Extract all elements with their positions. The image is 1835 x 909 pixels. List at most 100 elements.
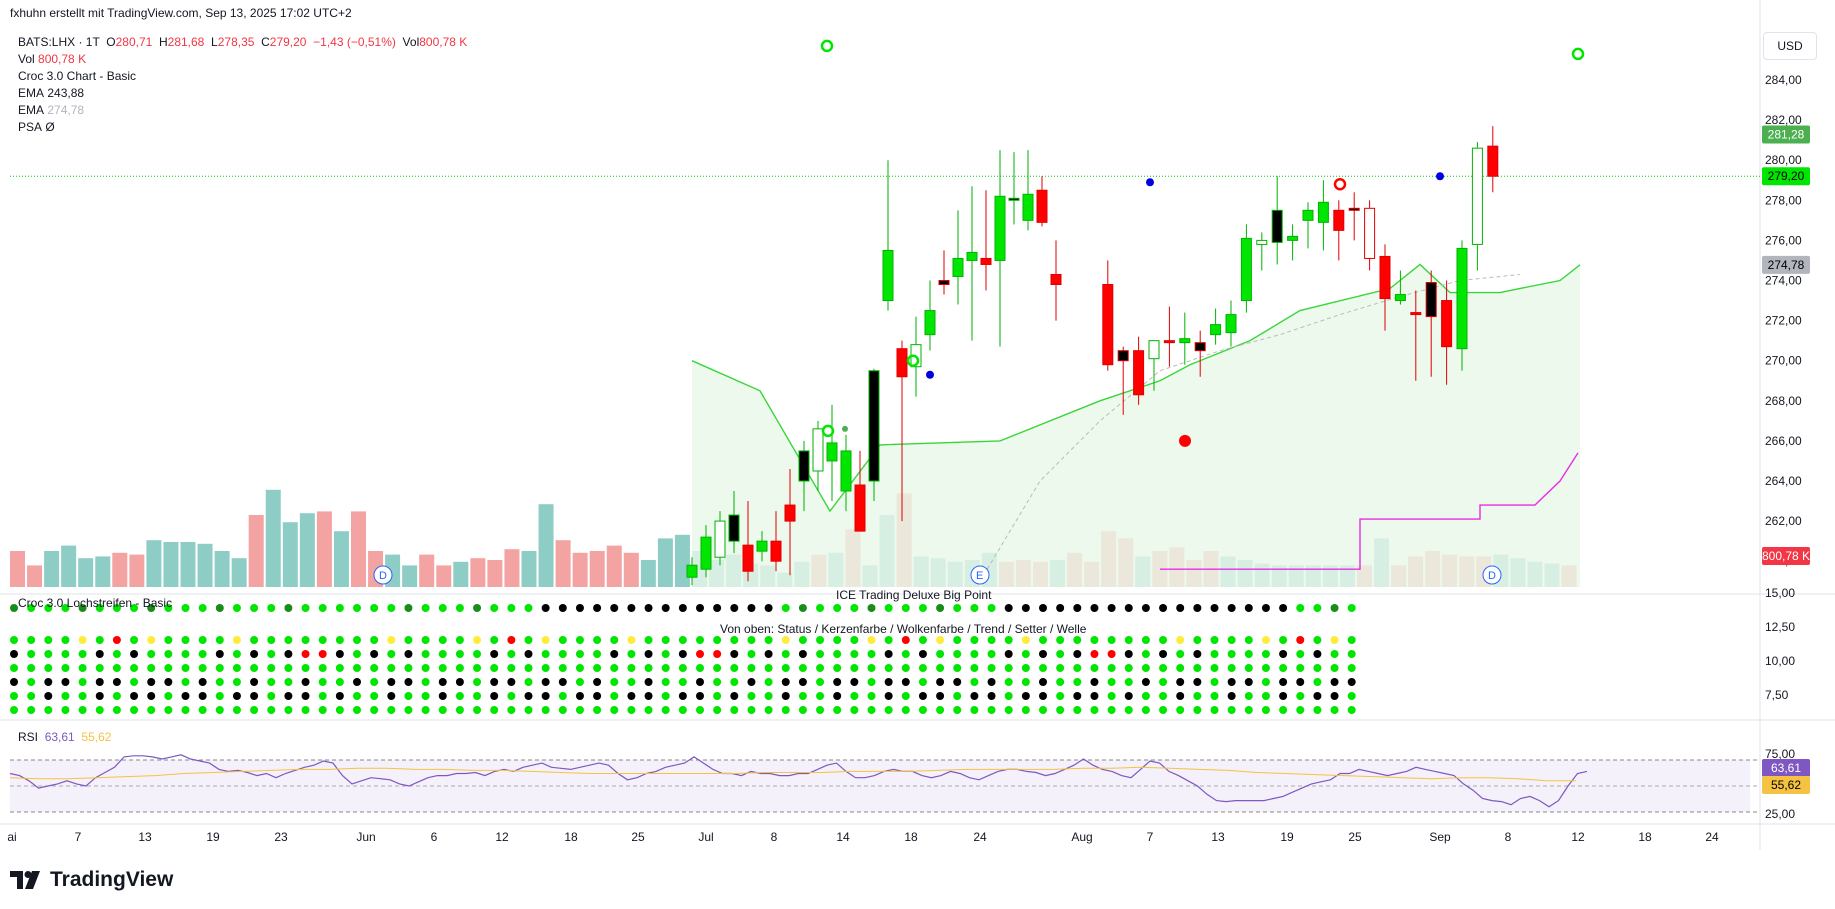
lochstreifen-dot (1210, 664, 1219, 672)
lochstreifen-dot (730, 650, 739, 658)
event-badge-label: D (1488, 570, 1496, 582)
x-tick-label: 8 (1505, 830, 1512, 844)
lochstreifen-dot (884, 678, 893, 686)
volume-bar (316, 511, 332, 587)
lochstreifen-dot (661, 650, 670, 658)
rsi-badge-text: 63,61 (1771, 761, 1801, 775)
candle-body (1317, 201, 1329, 223)
lochstreifen-dot (1124, 692, 1133, 700)
lochstreifen-dot (27, 604, 36, 612)
vonoben-label[interactable]: Von oben: Status / Kerzenfarbe / Wolkenf… (720, 622, 1087, 636)
volume-indicator-row[interactable]: Vol 800,78 K (18, 51, 467, 68)
chart-legend: BATS:LHX · 1T O280,71 H281,68 L278,35 C2… (18, 34, 467, 136)
lochstreifen-dot (953, 604, 962, 612)
lochstreifen-dot (1210, 678, 1219, 686)
lochstreifen-dot (44, 706, 53, 714)
high-label: H (158, 35, 168, 49)
candle-body (938, 280, 950, 286)
lochstreifen-dot (473, 692, 482, 700)
psa-row[interactable]: PSA Ø (18, 119, 467, 136)
lochstreifen-dot (593, 706, 602, 714)
lochstreifen-label[interactable]: Croc 3.0 Lochstreifen - Basic (18, 596, 173, 610)
lochstreifen-dot (215, 692, 224, 700)
lochstreifen-dot (215, 706, 224, 714)
low-label: L (211, 35, 218, 49)
lochstreifen-dot (10, 664, 18, 672)
lochstreifen-dot (713, 706, 722, 714)
lochstreifen-dot (696, 706, 704, 714)
lochstreifen-dot (970, 692, 979, 700)
lochstreifen-dot (1056, 636, 1065, 644)
close-value: 279,20 (269, 35, 307, 49)
lochstreifen-dot (1090, 650, 1099, 658)
event-badge: D (373, 565, 393, 585)
candle-body (1022, 193, 1034, 221)
price-tick-label: 274,00 (1765, 274, 1802, 288)
lochstreifen-dot (918, 636, 927, 644)
lochstreifen-dot (833, 604, 842, 612)
vol-indicator-label: Vol (18, 52, 35, 66)
lochstreifen-dot (1193, 706, 1202, 714)
lochstreifen-dot (781, 664, 790, 672)
symbol-row[interactable]: BATS:LHX · 1T O280,71 H281,68 L278,35 C2… (18, 34, 467, 51)
volume-bar (197, 543, 213, 587)
lochstreifen-dot (198, 664, 207, 672)
lochstreifen-dot (1261, 650, 1270, 658)
lochstreifen-dot (44, 692, 53, 700)
currency-button[interactable]: USD (1763, 32, 1817, 60)
lochstreifen-dot (27, 664, 36, 672)
tradingview-logo[interactable]: TradingView (10, 868, 173, 892)
lochstreifen-dot (130, 678, 139, 686)
lochstreifen-dot (284, 650, 293, 658)
lochstreifen-dot (1261, 664, 1270, 672)
lochstreifen-dot (678, 678, 687, 686)
x-tick-label: 8 (771, 830, 778, 844)
croc-indicator-row[interactable]: Croc 3.0 Chart - Basic (18, 69, 137, 83)
lochstreifen-dot (507, 604, 516, 612)
volume-bar (180, 542, 196, 587)
lochstreifen-dot (936, 604, 945, 612)
volume-bar (606, 545, 622, 587)
lochstreifen-dot (198, 692, 207, 700)
lochstreifen-dot (558, 664, 567, 672)
lochstreifen-dot (747, 636, 756, 644)
lochstreifen-dot (558, 692, 567, 700)
lochstreifen-dot (1330, 692, 1339, 700)
lochstreifen-dot (524, 706, 533, 714)
lochstreifen-dot (936, 706, 945, 714)
lochstreifen-dot (1313, 650, 1322, 658)
lochstreifen-dot (473, 604, 482, 612)
lochstreifen-dot (387, 692, 396, 700)
ema1-row[interactable]: EMA 243,88 (18, 85, 467, 102)
lochstreifen-dot (798, 650, 807, 658)
lochstreifen-dot (10, 678, 18, 686)
event-badge-label: E (976, 570, 983, 582)
lochstreifen-dot (713, 650, 722, 658)
lochstreifen-dot (1056, 678, 1065, 686)
lochstreifen-dot (867, 664, 876, 672)
volume-badge-text: 800,78 K (1762, 549, 1810, 563)
lochstreifen-dot (301, 706, 310, 714)
lochstreifen-dot (1244, 664, 1253, 672)
lochstreifen-dot (1039, 650, 1047, 658)
lochstreifen-dot (901, 692, 910, 700)
candle-body (1050, 273, 1062, 286)
x-tick-label: ai (7, 830, 16, 844)
signal-ring (821, 424, 835, 438)
lochstreifen-dot (215, 604, 224, 612)
bigpoint-label[interactable]: ICE Trading Deluxe Big Point (836, 588, 992, 602)
lochstreifen-dot (1347, 650, 1356, 658)
lochstreifen-dot (1296, 678, 1305, 686)
lochstreifen-dot (232, 636, 241, 644)
rsi-legend[interactable]: RSI 63,61 55,62 (18, 730, 111, 744)
lochstreifen-dot (1330, 706, 1339, 714)
x-tick-label: Aug (1071, 830, 1092, 844)
lochstreifen-dot (267, 636, 276, 644)
lochstreifen-dot (61, 678, 70, 686)
lochstreifen-dot (953, 650, 962, 658)
lochstreifen-dot (1296, 664, 1305, 672)
candle-body (1133, 350, 1145, 396)
ema2-row[interactable]: EMA 274,78 (18, 102, 467, 119)
event-badge-circle (1482, 565, 1502, 585)
